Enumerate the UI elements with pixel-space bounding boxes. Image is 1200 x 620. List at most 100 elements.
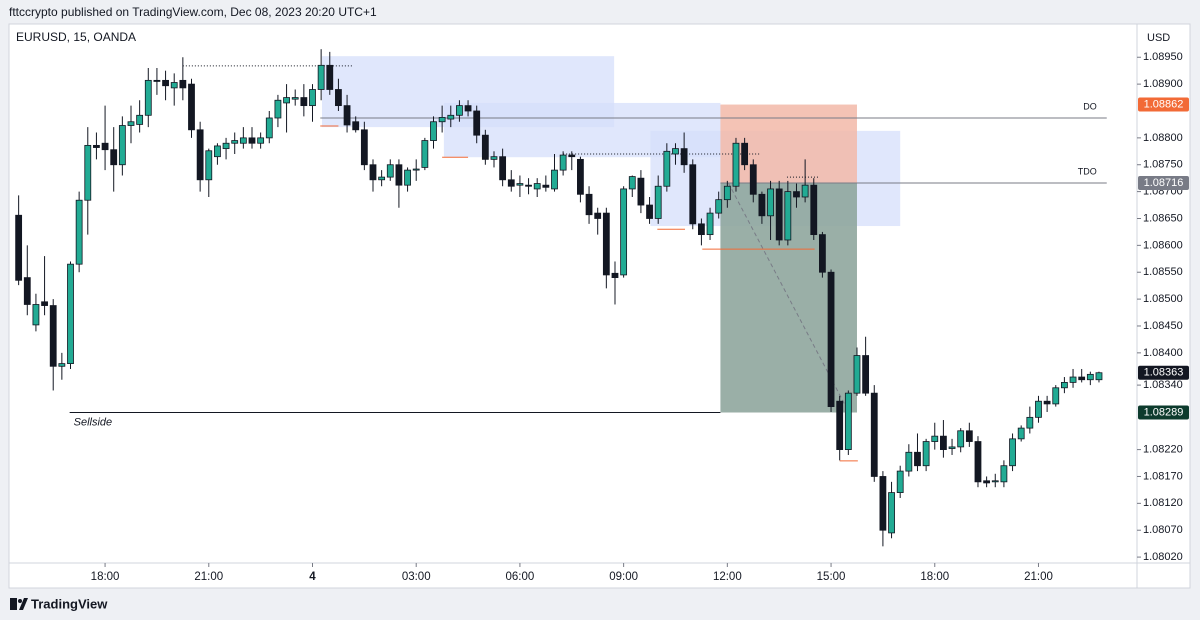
candle-body [758, 193, 766, 217]
candle-body [646, 204, 653, 219]
candle-body [15, 214, 23, 281]
candle-body [767, 188, 774, 217]
candle-body [533, 183, 541, 190]
candle-body [101, 142, 109, 151]
candle-body [378, 176, 386, 181]
chart-title: EURUSD, 15, OANDA [16, 30, 136, 44]
price-label: 1.08716 [1144, 177, 1184, 189]
y-tick-label: 1.08020 [1143, 551, 1183, 563]
candle-body [611, 272, 619, 279]
candle-body [309, 89, 316, 107]
level-label: DO [1083, 101, 1097, 111]
candle-body [663, 150, 671, 187]
candle-body [456, 105, 463, 116]
logo-slash [19, 598, 28, 610]
candle-body [974, 441, 982, 483]
candle-body [637, 177, 645, 206]
candle-body [162, 79, 169, 87]
candle-body [118, 125, 126, 166]
y-tick-label: 1.08500 [1143, 293, 1183, 305]
candle-body [283, 97, 290, 104]
candle-body [352, 121, 360, 131]
candle-body [386, 164, 394, 178]
x-tick-label: 09:00 [609, 571, 638, 583]
candle-body [568, 154, 576, 158]
header: fttccrypto published on TradingView.com,… [9, 5, 377, 19]
x-tick-label: 15:00 [817, 571, 846, 583]
candle-body [680, 148, 688, 166]
candle-body [447, 114, 455, 120]
candle-body [879, 476, 887, 531]
candle-body [170, 82, 178, 89]
candle-body [67, 263, 74, 365]
candle-body [127, 121, 135, 126]
price-label-bg [1138, 176, 1189, 191]
price-label: 1.08862 [1144, 98, 1184, 110]
candle-body [188, 83, 195, 131]
y-tick-label: 1.08900 [1143, 78, 1183, 90]
candle-body [1017, 427, 1025, 440]
candle-body [248, 137, 256, 144]
candle-body [784, 191, 792, 241]
price-label: 1.08289 [1144, 406, 1184, 418]
candle-body [1026, 416, 1034, 429]
candle-body [300, 97, 308, 107]
candle-body [551, 169, 558, 190]
candle-body [1061, 382, 1068, 389]
candle-body [179, 79, 187, 89]
y-tick-label: 1.08120 [1143, 497, 1183, 509]
level-label: TDO [1078, 166, 1097, 176]
candle-body [723, 185, 731, 201]
x-tick-label: 18:00 [91, 571, 120, 583]
candle-body [914, 451, 921, 467]
candle-body [1035, 400, 1042, 418]
trade-path [727, 182, 850, 413]
candle-body [931, 435, 939, 442]
candle-body [75, 199, 83, 265]
candle-body [628, 176, 636, 190]
y-tick-label: 1.08340 [1143, 379, 1183, 391]
candle-body [620, 188, 628, 276]
candle-body [395, 164, 403, 186]
x-tick-label: 4 [309, 571, 316, 583]
candle-body [84, 144, 92, 201]
candle-body [1095, 372, 1103, 381]
candle-body [464, 105, 472, 112]
candle-body [689, 164, 697, 225]
candle-body [741, 142, 749, 166]
candle-body [827, 271, 835, 407]
y-tick-label: 1.08070 [1143, 524, 1183, 536]
candle-body [793, 191, 800, 198]
candle-body [594, 212, 602, 219]
y-tick-label: 1.08750 [1143, 159, 1183, 171]
price-label-bg [1138, 365, 1189, 380]
candle-body [1069, 376, 1077, 383]
candle-body [438, 117, 446, 123]
candle-body [369, 164, 377, 181]
candle-body [1086, 373, 1094, 381]
x-tick-label: 18:00 [920, 571, 949, 583]
candle-body [749, 164, 757, 195]
candle-body [404, 169, 411, 186]
candle-body [888, 492, 895, 534]
candle-body [507, 179, 515, 187]
price-label-bg [1138, 405, 1189, 420]
candle-body [421, 140, 429, 168]
candle-body [1052, 387, 1060, 405]
candle-body [672, 148, 679, 155]
y-tick-label: 1.08600 [1143, 239, 1183, 251]
candle-body [144, 79, 152, 116]
candle-body [326, 64, 334, 90]
footer-logo [10, 598, 28, 610]
candle-body [214, 145, 221, 158]
candle-body [49, 305, 57, 367]
price-label: 1.08363 [1144, 367, 1184, 379]
plot-area: DO TDO Sellside [15, 49, 1107, 547]
candle-body [1009, 438, 1016, 467]
candle-body [222, 142, 230, 150]
candle-body [239, 137, 247, 144]
candle-body [343, 105, 351, 126]
candle-body [153, 79, 161, 82]
